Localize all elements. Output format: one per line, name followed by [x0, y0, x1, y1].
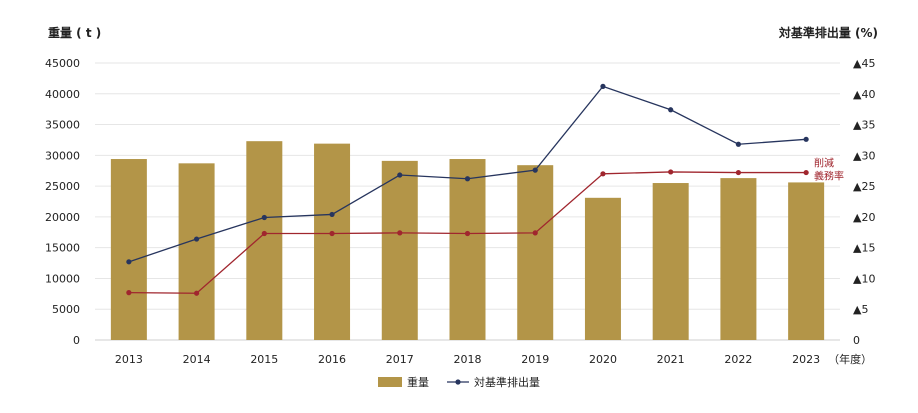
data-point — [600, 171, 606, 177]
bar — [110, 159, 147, 340]
x-tick-label: 2023 — [792, 353, 820, 366]
y-left-tick-label: 0 — [73, 334, 80, 347]
bar — [314, 143, 351, 340]
data-point — [735, 141, 742, 147]
data-point — [532, 230, 538, 236]
data-point — [532, 167, 538, 173]
data-point — [803, 136, 809, 142]
bar-series — [110, 141, 825, 340]
y-axis-left-label: 重量 ( t ) — [48, 25, 101, 40]
y-left-tick-label: 30000 — [45, 149, 80, 162]
x-tick-label: 2014 — [183, 353, 211, 366]
x-tick-label: 2017 — [386, 353, 414, 366]
x-tick-label: 2019 — [521, 353, 549, 366]
line-series — [126, 83, 809, 296]
data-point — [735, 169, 742, 176]
data-point — [126, 290, 132, 296]
bar — [246, 141, 283, 340]
x-tick-label: 2015 — [250, 353, 278, 366]
annotation-label: 削減 — [814, 157, 834, 170]
data-point — [261, 214, 267, 221]
data-point — [126, 259, 132, 265]
y-left-tick-label: 35000 — [45, 119, 80, 132]
x-tick-label: 2013 — [115, 353, 143, 366]
bar — [584, 197, 621, 340]
data-point — [329, 230, 335, 237]
x-tick-label: 2016 — [318, 353, 346, 366]
y-right-tick-label: ▲5 — [853, 303, 868, 316]
y-right-tick-label: ▲40 — [853, 88, 875, 101]
y-right-tick-label: ▲45 — [853, 57, 875, 70]
data-point — [464, 230, 471, 237]
bar — [517, 165, 554, 340]
y-right-tick-label: ▲20 — [853, 211, 875, 224]
y-axis-right-label: 対基準排出量 (%) — [778, 25, 878, 40]
data-point — [803, 169, 809, 176]
y-left-tick-label: 15000 — [45, 242, 80, 255]
bar — [449, 159, 486, 340]
x-tick-label: 2020 — [589, 353, 617, 366]
y-left-tick-label: 40000 — [45, 88, 80, 101]
y-right-tick-label: ▲15 — [853, 242, 875, 255]
legend-label: 重量 — [407, 375, 429, 389]
data-point — [668, 169, 674, 175]
x-tick-label: 2021 — [657, 353, 685, 366]
axes: 0 0 5000 ▲5 10000 ▲10 15000 ▲15 20000 ▲20 25000 ▲25… — [45, 57, 875, 366]
y-left-tick-label: 25000 — [45, 180, 80, 193]
legend-swatch-marker — [455, 379, 461, 385]
data-point — [397, 172, 403, 178]
legend: 重量 対基準排出量 — [378, 375, 540, 389]
y-left-tick-label: 45000 — [45, 57, 80, 70]
data-point — [668, 107, 674, 113]
y-right-tick-label: ▲10 — [853, 272, 875, 285]
x-tick-label: 2018 — [454, 353, 482, 366]
y-left-tick-label: 5000 — [52, 303, 80, 316]
legend-label: 対基準排出量 — [474, 375, 540, 389]
bar — [381, 160, 418, 340]
data-point — [464, 176, 471, 182]
y-right-tick-label: ▲35 — [853, 119, 875, 132]
bar — [652, 183, 689, 340]
data-point — [329, 211, 335, 218]
annotation-label: 義務率 — [814, 170, 844, 183]
data-point — [397, 230, 403, 236]
y-left-tick-label: 20000 — [45, 211, 80, 224]
y-right-tick-label: ▲25 — [853, 180, 875, 193]
bar — [720, 178, 757, 340]
y-right-tick-label: 0 — [853, 334, 860, 347]
x-tick-label: 2022 — [724, 353, 752, 366]
y-left-tick-label: 10000 — [45, 272, 80, 285]
data-point — [261, 230, 267, 237]
data-point — [193, 236, 200, 242]
data-point — [193, 290, 200, 296]
legend-swatch-bar — [378, 377, 402, 387]
bar — [788, 182, 825, 340]
x-axis-unit: （年度） — [828, 352, 872, 366]
bar — [178, 163, 215, 340]
data-point — [600, 83, 606, 89]
y-right-tick-label: ▲30 — [853, 149, 875, 162]
